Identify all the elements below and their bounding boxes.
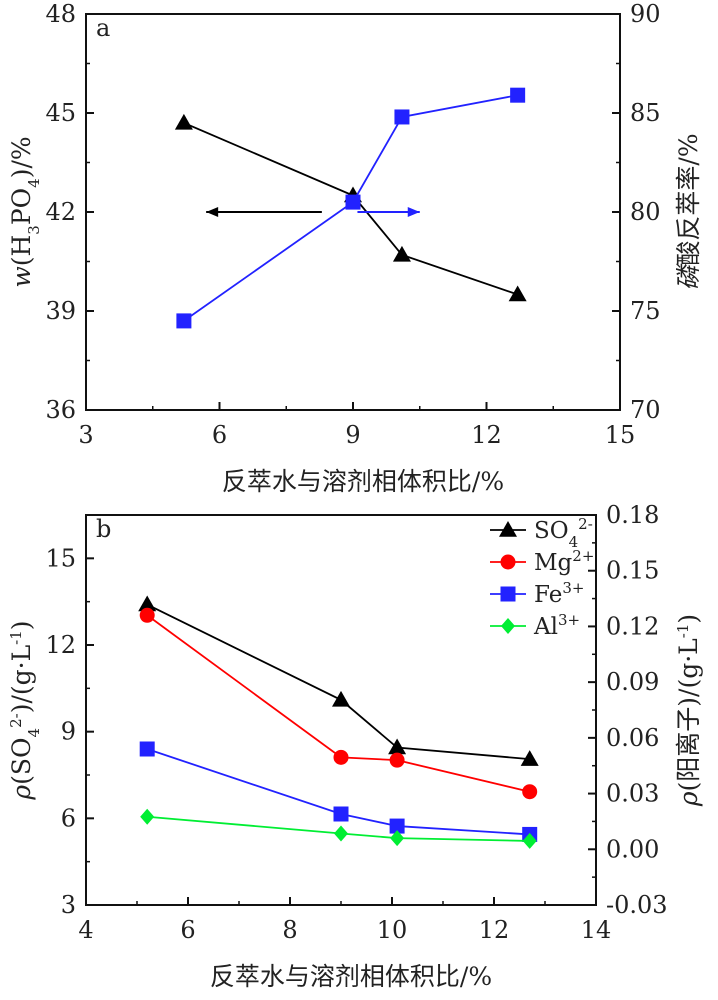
y-axis-title: w(H3PO4)/% bbox=[7, 136, 43, 287]
legend-label: Mg2+ bbox=[534, 547, 594, 576]
series-1-point bbox=[333, 749, 349, 765]
series-1-point bbox=[139, 607, 155, 623]
y-tick-label: 12 bbox=[45, 631, 76, 659]
y2-tick-label: 0.15 bbox=[606, 557, 659, 585]
y2-axis-title: ρ(阳离子)/(g·L-1) bbox=[674, 614, 703, 807]
legend-marker bbox=[500, 586, 516, 602]
y2-tick-label: 90 bbox=[630, 0, 661, 28]
legend-label: Al3+ bbox=[533, 611, 580, 640]
series-1-point bbox=[510, 87, 526, 103]
series-3-point bbox=[522, 832, 537, 849]
y2-tick-label: 70 bbox=[630, 396, 661, 424]
series-0-point bbox=[392, 245, 411, 262]
x-tick-label: 10 bbox=[377, 916, 408, 944]
y-tick-label: 3 bbox=[61, 891, 76, 919]
y2-tick-label: 75 bbox=[630, 297, 661, 325]
series-2-line bbox=[146, 748, 530, 836]
legend-label: Fe3+ bbox=[534, 579, 584, 608]
series-3-line bbox=[147, 815, 530, 842]
series-0-line bbox=[146, 603, 530, 761]
y-tick-label: 15 bbox=[45, 544, 76, 572]
x-tick-label: 3 bbox=[78, 421, 93, 449]
series-2-point bbox=[139, 741, 155, 757]
x-tick-label: 6 bbox=[212, 421, 227, 449]
series-1-point bbox=[176, 313, 192, 329]
x-axis-title: 反萃水与溶剂相体积比/% bbox=[210, 962, 492, 991]
x-tick-label: 12 bbox=[479, 916, 510, 944]
plot-frame bbox=[85, 13, 621, 411]
annotation-arrow-left bbox=[206, 207, 322, 217]
panel-label: b bbox=[96, 515, 111, 543]
series-3-point bbox=[334, 825, 348, 842]
series-1-point bbox=[389, 752, 405, 768]
panel-a: 3 6 9 12 1536394245487075808590a反萃水与溶剂相体积比/%… bbox=[7, 0, 703, 496]
legend-marker bbox=[501, 618, 515, 634]
series-1-line bbox=[146, 614, 530, 793]
series-0-point bbox=[388, 738, 407, 755]
y2-tick-label: 0.18 bbox=[606, 501, 659, 529]
y-tick-label: 9 bbox=[61, 718, 76, 746]
y-tick-label: 39 bbox=[45, 297, 76, 325]
series-1-point bbox=[522, 784, 538, 800]
y2-tick-label: 85 bbox=[630, 99, 661, 127]
annotation-arrow-right-head bbox=[407, 207, 420, 217]
x-axis-title: 反萃水与溶剂相体积比/% bbox=[222, 467, 504, 496]
y-tick-label: 45 bbox=[45, 99, 76, 127]
annotation-arrow-left-head bbox=[206, 207, 219, 217]
legend-marker bbox=[499, 521, 517, 537]
series-2-point bbox=[333, 806, 349, 822]
annotation-arrow-right bbox=[357, 207, 420, 217]
series-3-point bbox=[390, 830, 405, 847]
legend-marker bbox=[500, 554, 516, 570]
y-tick-label: 36 bbox=[45, 396, 76, 424]
panel-label: a bbox=[96, 14, 110, 42]
series-0-point bbox=[332, 690, 350, 707]
x-tick-label: 4 bbox=[78, 916, 93, 944]
y2-tick-label: 0.12 bbox=[606, 612, 659, 640]
series-0-point bbox=[520, 750, 539, 766]
series-1-line bbox=[183, 94, 518, 322]
plot-frame bbox=[85, 514, 597, 906]
x-tick-label: 15 bbox=[605, 421, 636, 449]
y2-tick-label: 0.03 bbox=[606, 780, 659, 808]
y-tick-label: 48 bbox=[45, 0, 76, 28]
series-2-point bbox=[389, 818, 405, 834]
series-3-point bbox=[140, 808, 155, 825]
series-1-point bbox=[345, 194, 361, 210]
panel-b: 4 6 8 10 12 14 3 6 9 12 15 -0.03 0.00 0.03 0.06 0.09 0.1… bbox=[7, 501, 703, 991]
x-tick-label: 12 bbox=[471, 421, 502, 449]
y2-tick-label: 0.00 bbox=[606, 835, 659, 863]
series-0-point bbox=[174, 113, 193, 130]
y2-tick-label: 0.09 bbox=[606, 668, 659, 696]
series-0-point bbox=[138, 595, 157, 612]
series-1-point bbox=[394, 109, 410, 125]
y2-tick-label: 0.06 bbox=[606, 724, 659, 752]
series-0-point bbox=[508, 285, 527, 302]
y2-axis-title: 磷酸反萃率/% bbox=[674, 133, 703, 290]
series-0-line bbox=[183, 122, 518, 296]
x-tick-label: 9 bbox=[345, 421, 360, 449]
y-axis-title: ρ(SO42-)/(g·L-1) bbox=[7, 620, 43, 800]
legend-label: SO42- bbox=[534, 515, 593, 551]
x-tick-label: 6 bbox=[180, 916, 195, 944]
y-tick-label: 42 bbox=[45, 198, 76, 226]
x-tick-label: 8 bbox=[282, 916, 297, 944]
x-tick-label: 14 bbox=[581, 916, 612, 944]
y-tick-label: 6 bbox=[61, 804, 76, 832]
y2-tick-label: 80 bbox=[630, 198, 661, 226]
y2-tick-label: -0.03 bbox=[606, 891, 668, 919]
